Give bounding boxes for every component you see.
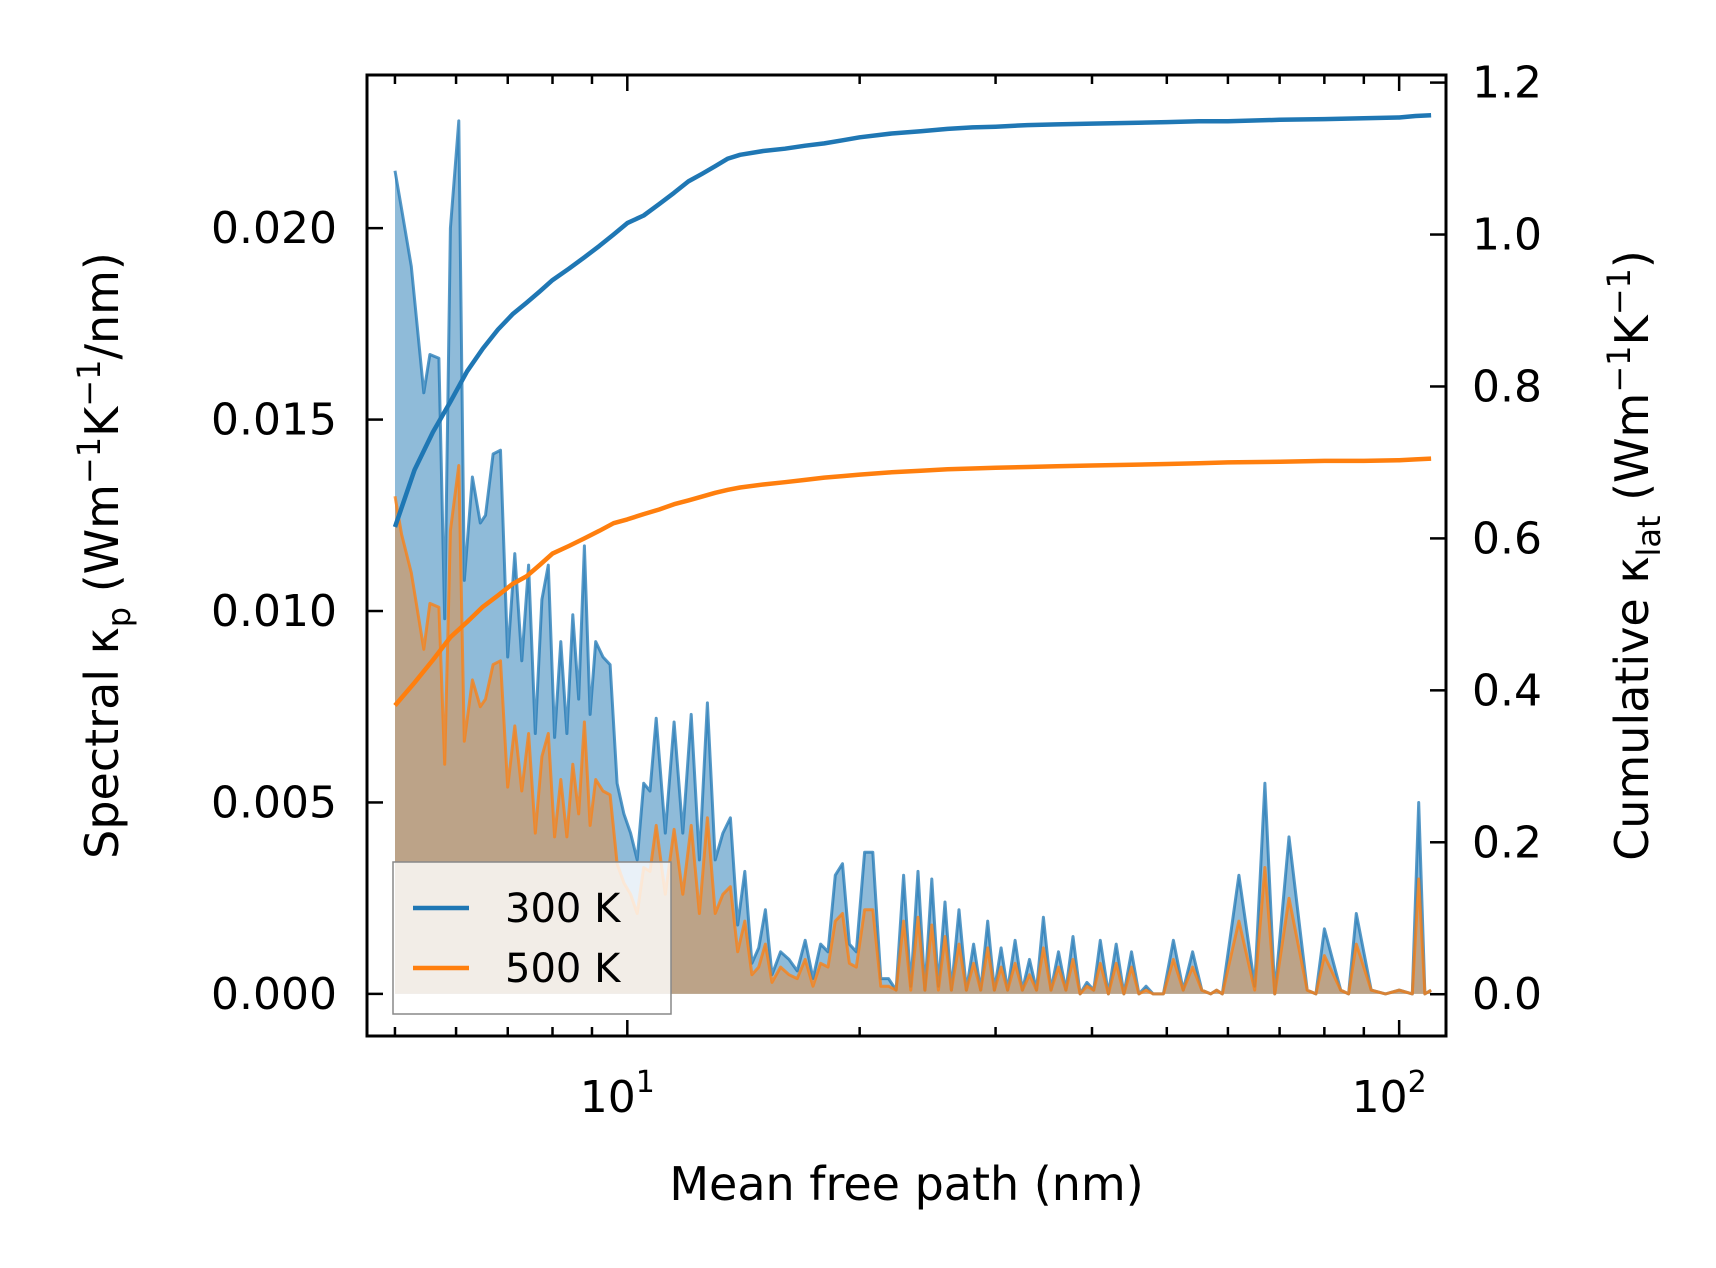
y-right-title-mid2: K (1605, 313, 1659, 345)
y-right-title-sup1: −1 (1600, 345, 1638, 392)
y-left-tick-label: 0.010 (211, 586, 337, 637)
y-right-title-sup2: −1 (1600, 268, 1638, 315)
y-left-tick-label: 0.005 (211, 777, 337, 828)
y-right-tick-label: 0.2 (1472, 817, 1542, 868)
y-left-title-sup2: −1 (70, 360, 108, 407)
y-left-title-mid: (Wm (75, 484, 129, 607)
cumulative-line-500k (393, 456, 1432, 707)
y-right-axis: 0.0 0.2 0.4 0.6 0.8 1.0 1.2 (1430, 58, 1542, 1020)
x-tick-label: 101 (580, 1065, 655, 1123)
legend-label: 500 K (505, 946, 622, 992)
spectral-line-500k (393, 464, 1432, 996)
x-tick-label: 102 (1352, 1065, 1427, 1123)
y-left-title-mid2: K (75, 405, 129, 437)
plot-frame (365, 73, 1448, 1038)
y-right-title-pre: Cumulative κ (1605, 557, 1659, 861)
x-axis: 101 102 (393, 75, 1427, 1123)
y-right-axis-title: Cumulative κlat (Wm−1K−1) (1600, 250, 1668, 861)
y-left-axis-title: Spectral κp (Wm−1K−1/nm) (70, 252, 138, 859)
y-left-tick-label: 0.000 (211, 969, 337, 1020)
cumulative-line-layer (392, 113, 1432, 707)
y-right-tick-label: 0.8 (1472, 361, 1542, 412)
y-right-tick-label: 1.2 (1472, 58, 1542, 109)
x-tick-exponent: 1 (636, 1065, 655, 1100)
x-tick-base: 10 (1352, 1072, 1408, 1123)
cumulative-line-300k (392, 113, 1432, 528)
x-tick-exponent: 2 (1408, 1065, 1427, 1100)
y-right-title-post: ) (1605, 250, 1659, 268)
y-right-title-sub: lat (1630, 516, 1668, 557)
y-left-title-post: /nm) (75, 252, 129, 359)
y-left-title-sub: p (100, 607, 138, 627)
y-right-tick-label: 0.4 (1472, 665, 1542, 716)
y-left-axis: 0.000 0.005 0.010 0.015 0.020 (211, 203, 383, 1020)
spectral-area-300k (395, 120, 1432, 994)
y-right-tick-label: 0.6 (1472, 513, 1542, 564)
y-left-title-sup1: −1 (70, 437, 108, 484)
y-right-title-mid: (Wm (1605, 393, 1659, 516)
y-left-title-pre: Spectral κ (75, 627, 129, 859)
y-left-tick-label: 0.020 (211, 203, 337, 254)
y-left-tick-label: 0.015 (211, 395, 337, 446)
spectral-line-300k (393, 119, 1432, 996)
legend: 300 K 500 K (392, 861, 672, 1015)
x-tick-base: 10 (580, 1072, 636, 1123)
x-axis-title: Mean free path (nm) (669, 1157, 1143, 1211)
y-right-tick-label: 1.0 (1472, 210, 1542, 261)
legend-label: 300 K (505, 886, 622, 932)
y-right-tick-label: 0.0 (1472, 969, 1542, 1020)
legend-box (392, 861, 672, 1015)
